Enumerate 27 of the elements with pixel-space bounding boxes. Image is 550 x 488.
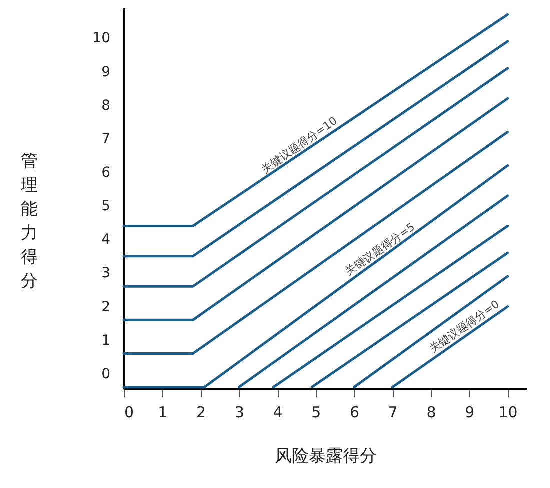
y-tick-label: 6 [102, 164, 111, 181]
y-tick-label: 7 [102, 131, 110, 148]
x-tick-label: 2 [196, 404, 206, 422]
y-tick-label: 9 [102, 64, 110, 80]
x-tick-label: 6 [350, 404, 360, 422]
y-tick-label: 10 [92, 30, 110, 47]
x-tick-label: 9 [465, 404, 475, 422]
annotation: 关键议题得分=10 [259, 114, 340, 176]
y-tick-label: 5 [102, 198, 110, 215]
x-tick-label: 4 [273, 404, 283, 422]
y-tick-label: 0 [102, 366, 110, 382]
x-tick-label: 3 [234, 404, 244, 422]
x-tick-label: 5 [312, 404, 322, 422]
x-axis-title: 风险暴露得分 [275, 446, 377, 466]
x-tick-label: 8 [426, 404, 436, 422]
y-tick-label: 4 [102, 232, 111, 248]
y-tick-label: 3 [102, 266, 110, 282]
y-tick-label: 8 [102, 98, 110, 114]
y-tick-label: 2 [102, 299, 110, 316]
annotation: 关键议题得分=0 [427, 298, 502, 356]
x-tick-label: 1 [158, 404, 168, 422]
x-tick-label: 7 [388, 404, 398, 422]
x-tick-label: 10 [498, 404, 518, 422]
y-axis-title: 管理能力得分 [21, 152, 38, 292]
annotation: 关键议题得分=5 [342, 220, 418, 278]
y-tick-label: 1 [102, 332, 110, 349]
x-tick-label: 0 [124, 404, 134, 422]
